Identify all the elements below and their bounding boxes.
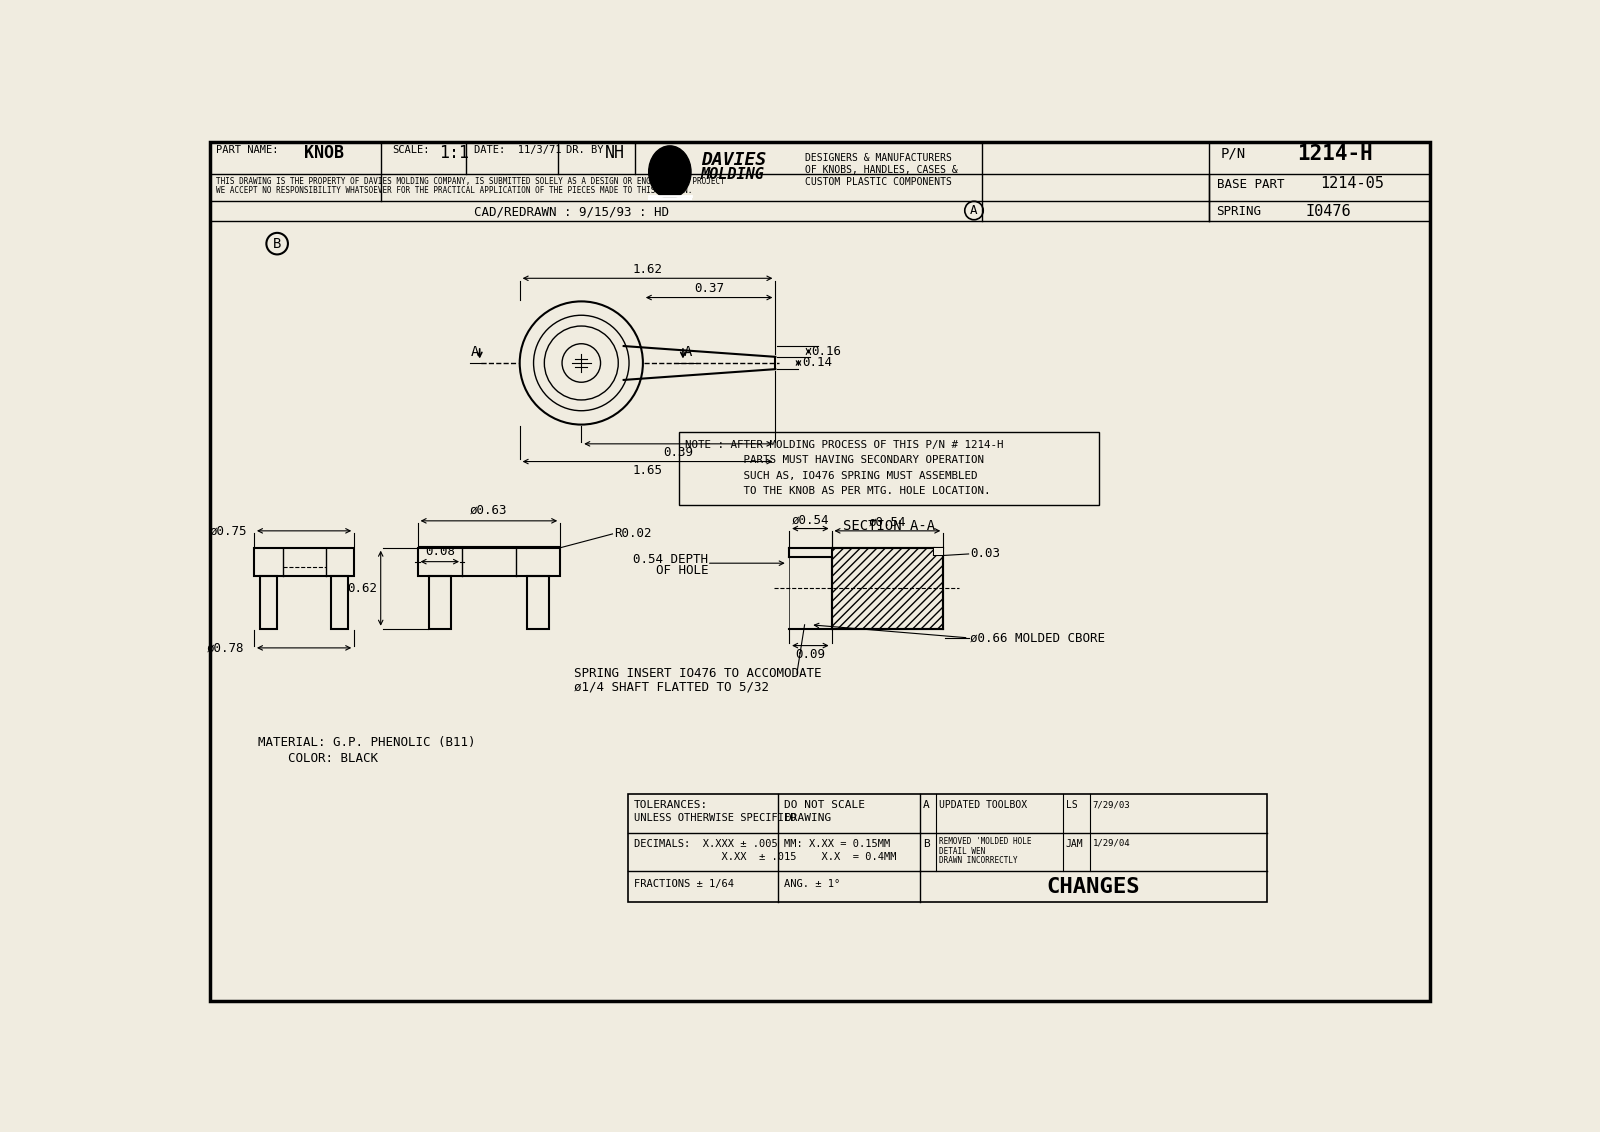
Text: SPRING: SPRING (1216, 205, 1261, 218)
Text: A: A (923, 800, 930, 811)
Text: MOLDING: MOLDING (701, 166, 765, 181)
Text: ø0.75: ø0.75 (210, 524, 246, 538)
Text: SCALE:: SCALE: (392, 145, 430, 155)
Text: ANG. ± 1°: ANG. ± 1° (784, 878, 840, 889)
Text: SPRING INSERT IO476 TO ACCOMODATE: SPRING INSERT IO476 TO ACCOMODATE (574, 667, 821, 680)
Text: NH: NH (605, 144, 624, 162)
Text: B: B (923, 839, 930, 849)
Text: 1/29/04: 1/29/04 (1093, 839, 1130, 848)
Text: 1214-H: 1214-H (1298, 144, 1373, 163)
Text: X.X  = 0.4MM: X.X = 0.4MM (784, 852, 896, 861)
Text: THIS DRAWING IS THE PROPERTY OF DAVIES MOLDING COMPANY, IS SUBMITTED SOLELY AS A: THIS DRAWING IS THE PROPERTY OF DAVIES M… (216, 177, 725, 186)
Text: ø1/4 SHAFT FLATTED TO 5/32: ø1/4 SHAFT FLATTED TO 5/32 (574, 681, 768, 694)
Text: DAVIES: DAVIES (701, 152, 766, 170)
Text: KNOB: KNOB (304, 144, 344, 162)
Text: TOLERANCES:: TOLERANCES: (634, 800, 707, 811)
Text: PART NAME:: PART NAME: (216, 145, 278, 155)
Text: 0.03: 0.03 (970, 548, 1000, 560)
Text: SECTION A-A: SECTION A-A (843, 520, 934, 533)
Text: PARTS MUST HAVING SECONDARY OPERATION: PARTS MUST HAVING SECONDARY OPERATION (685, 455, 984, 465)
Text: REMOVED 'MOLDED HOLE: REMOVED 'MOLDED HOLE (939, 838, 1030, 847)
Text: ø0.63: ø0.63 (470, 504, 507, 517)
Text: CHANGES: CHANGES (1046, 876, 1141, 897)
Text: MM: X.XX = 0.15MM: MM: X.XX = 0.15MM (784, 839, 890, 849)
Text: TO THE KNOB AS PER MTG. HOLE LOCATION.: TO THE KNOB AS PER MTG. HOLE LOCATION. (685, 486, 990, 496)
Text: MATERIAL: G.P. PHENOLIC (B11): MATERIAL: G.P. PHENOLIC (B11) (258, 737, 475, 749)
Text: 0.14: 0.14 (802, 357, 832, 369)
Bar (331, 576, 347, 628)
Text: DRAWN INCORRECTLY: DRAWN INCORRECTLY (939, 856, 1018, 865)
Text: A: A (970, 204, 978, 217)
Text: DR. BY: DR. BY (566, 145, 603, 155)
Text: CUSTOM PLASTIC COMPONENTS: CUSTOM PLASTIC COMPONENTS (805, 177, 952, 187)
Text: LS: LS (1066, 800, 1077, 811)
Text: DECIMALS:  X.XXX ± .005: DECIMALS: X.XXX ± .005 (634, 839, 778, 849)
Text: A: A (683, 345, 691, 359)
Text: 0.08: 0.08 (426, 544, 454, 558)
Text: WE ACCEPT NO RESPONSIBILITY WHATSOEVER FOR THE PRACTICAL APPLICATION OF THE PIEC: WE ACCEPT NO RESPONSIBILITY WHATSOEVER F… (216, 186, 691, 195)
Bar (678, 432, 1099, 506)
Text: B: B (274, 237, 282, 250)
Text: 0.16: 0.16 (811, 345, 842, 358)
Text: ø0.54: ø0.54 (792, 513, 829, 526)
Text: 0.54 DEPTH: 0.54 DEPTH (634, 552, 709, 566)
Text: OF KNOBS, HANDLES, CASES &: OF KNOBS, HANDLES, CASES & (805, 165, 957, 175)
Text: ø0.78: ø0.78 (206, 642, 243, 654)
Text: BASE PART: BASE PART (1216, 178, 1285, 191)
Ellipse shape (648, 146, 691, 198)
Text: DO NOT SCALE: DO NOT SCALE (784, 800, 866, 811)
Bar (261, 576, 277, 628)
Bar (627, 795, 1267, 902)
Text: DESIGNERS & MANUFACTURERS: DESIGNERS & MANUFACTURERS (805, 153, 952, 163)
Text: UPDATED TOOLBOX: UPDATED TOOLBOX (939, 800, 1027, 811)
Text: 1214-05: 1214-05 (1320, 175, 1384, 191)
Text: FRACTIONS ± 1/64: FRACTIONS ± 1/64 (634, 878, 734, 889)
Text: X.XX  ± .015: X.XX ± .015 (634, 852, 797, 861)
Text: DETAIL WEN: DETAIL WEN (939, 847, 986, 856)
Bar (832, 548, 944, 628)
Text: DRAWING: DRAWING (784, 814, 830, 823)
Text: I0476: I0476 (1306, 204, 1350, 218)
Bar (429, 576, 451, 628)
Text: ø0.66 MOLDED CBORE: ø0.66 MOLDED CBORE (970, 632, 1106, 644)
Text: DATE:  11/3/71: DATE: 11/3/71 (474, 145, 562, 155)
Text: 0.37: 0.37 (694, 282, 725, 295)
Text: SUCH AS, IO476 SPRING MUST ASSEMBLED: SUCH AS, IO476 SPRING MUST ASSEMBLED (685, 471, 978, 481)
Text: A: A (470, 345, 480, 359)
Text: ø0.54: ø0.54 (869, 515, 906, 529)
Text: JAM: JAM (1066, 839, 1083, 849)
Text: 1.62: 1.62 (632, 263, 662, 276)
Text: COLOR: BLACK: COLOR: BLACK (258, 752, 378, 765)
Bar (418, 548, 560, 576)
Bar (526, 576, 549, 628)
Text: UNLESS OTHERWISE SPECIFIED: UNLESS OTHERWISE SPECIFIED (634, 814, 797, 823)
Bar (934, 548, 944, 556)
Text: 0.62: 0.62 (347, 582, 378, 594)
Text: OF HOLE: OF HOLE (656, 565, 709, 577)
Text: 1.65: 1.65 (632, 464, 662, 477)
Bar (832, 548, 944, 628)
Text: NOTE : AFTER MOLDING PROCESS OF THIS P/N # 1214-H: NOTE : AFTER MOLDING PROCESS OF THIS P/N… (685, 440, 1003, 451)
Text: CAD/REDRAWN : 9/15/93 : HD: CAD/REDRAWN : 9/15/93 : HD (474, 205, 669, 218)
Text: 0.09: 0.09 (795, 648, 826, 661)
Text: 7/29/03: 7/29/03 (1093, 800, 1130, 809)
Text: 0.39: 0.39 (664, 446, 693, 460)
Text: 1:1: 1:1 (438, 144, 469, 162)
Text: P/N: P/N (1221, 147, 1245, 161)
Text: R0.02: R0.02 (614, 528, 651, 540)
Bar (254, 548, 354, 576)
